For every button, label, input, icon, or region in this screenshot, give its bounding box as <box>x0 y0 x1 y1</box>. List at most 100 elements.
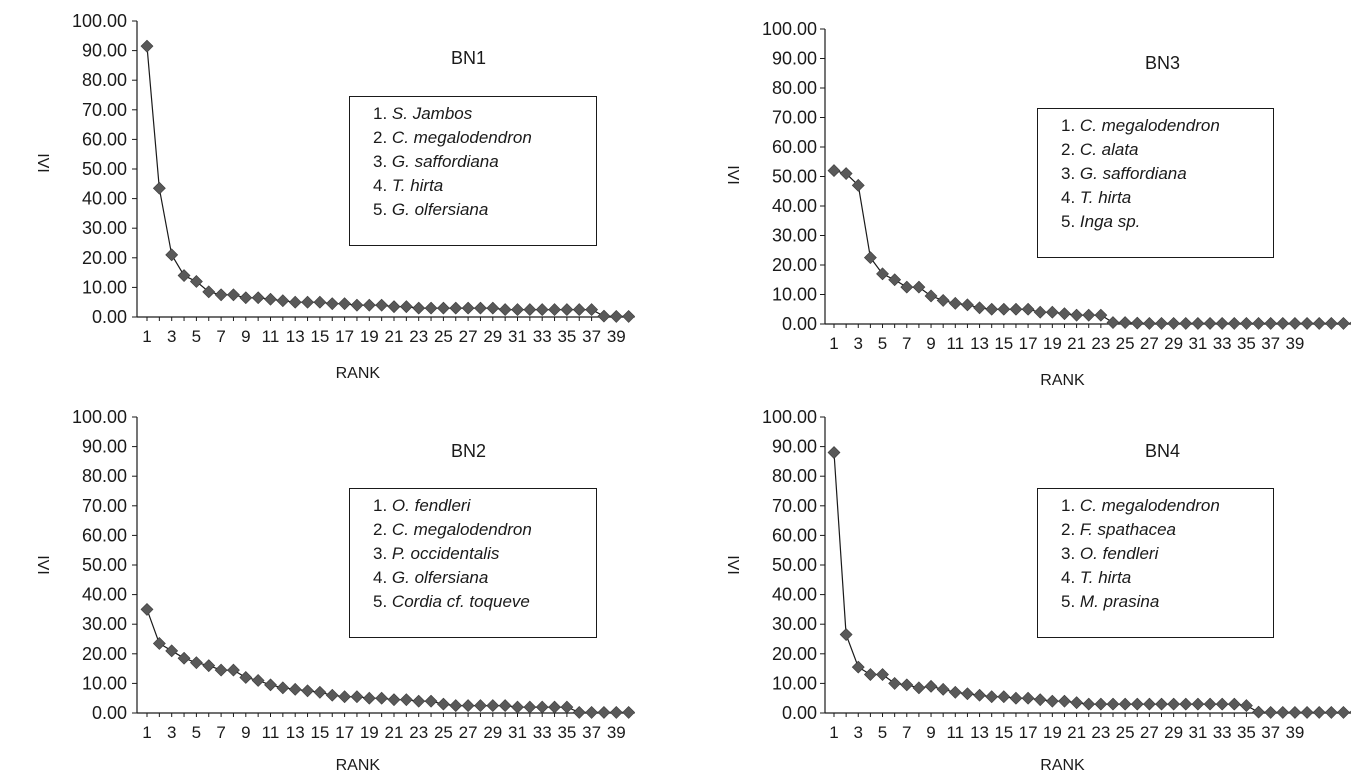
data-point <box>1312 316 1326 330</box>
data-point <box>276 681 290 695</box>
data-point <box>399 300 413 314</box>
x-tick-label: 23 <box>409 327 428 346</box>
data-point <box>1009 691 1023 705</box>
data-point <box>888 273 902 287</box>
x-tick-label: 35 <box>557 723 576 742</box>
x-tick-label: 13 <box>970 334 989 353</box>
legend-item: 4. T. hirta <box>1061 188 1132 207</box>
data-point <box>1106 316 1120 329</box>
data-point <box>1118 316 1132 329</box>
data-point <box>1021 691 1035 705</box>
x-tick-label: 35 <box>1237 723 1256 742</box>
x-tick-label: 27 <box>1140 334 1159 353</box>
x-tick-label: 13 <box>286 723 305 742</box>
y-tick-label: 50.00 <box>82 555 127 575</box>
x-tick-label: 17 <box>1019 334 1038 353</box>
x-tick-label: 13 <box>970 723 989 742</box>
data-point <box>165 644 179 658</box>
x-tick-label: 3 <box>854 723 863 742</box>
data-point <box>1009 302 1023 316</box>
data-point <box>511 700 524 714</box>
data-point <box>1045 694 1059 708</box>
data-point <box>301 684 314 698</box>
data-point <box>900 280 914 294</box>
x-tick-label: 3 <box>854 334 863 353</box>
data-point <box>1337 705 1350 719</box>
data-point <box>350 298 364 312</box>
data-point <box>1167 697 1181 711</box>
data-point <box>1094 308 1108 322</box>
legend-item: 2. C. megalodendron <box>373 128 532 147</box>
y-tick-label: 50.00 <box>82 159 127 179</box>
y-tick-label: 80.00 <box>772 466 817 486</box>
data-point <box>486 699 500 713</box>
data-point <box>1191 697 1205 711</box>
data-point <box>1033 305 1047 319</box>
legend-item: 3. G. saffordiana <box>373 152 499 171</box>
y-axis-label: IVI <box>34 555 51 575</box>
y-tick-label: 10.00 <box>82 277 127 297</box>
data-point <box>572 705 586 719</box>
x-tick-label: 7 <box>216 723 225 742</box>
y-tick-label: 100.00 <box>762 407 817 427</box>
data-point <box>498 303 512 317</box>
x-tick-label: 31 <box>1188 334 1207 353</box>
panel-title-bn2: BN2 <box>451 441 487 461</box>
data-point <box>288 295 302 309</box>
data-point <box>424 694 438 708</box>
data-point <box>597 309 611 323</box>
data-point <box>560 700 574 714</box>
data-point <box>948 685 962 699</box>
data-point <box>202 285 216 299</box>
x-tick-label: 31 <box>1188 723 1207 742</box>
data-point <box>1191 316 1205 330</box>
data-point <box>202 659 216 673</box>
x-tick-label: 9 <box>241 327 250 346</box>
data-point <box>152 637 166 650</box>
data-point <box>424 301 438 315</box>
data-point <box>1167 316 1181 330</box>
x-tick-label: 33 <box>533 723 552 742</box>
data-point <box>325 297 339 311</box>
data-point <box>1300 316 1314 330</box>
x-tick-label: 23 <box>1091 723 1110 742</box>
data-point <box>152 181 166 195</box>
x-tick-label: 37 <box>582 327 601 346</box>
data-point <box>1264 316 1278 330</box>
data-point <box>609 705 623 719</box>
x-tick-label: 27 <box>459 723 478 742</box>
data-point <box>1033 693 1047 707</box>
x-axis-label: RANK <box>336 757 381 774</box>
y-tick-label: 0.00 <box>92 307 127 327</box>
data-point <box>585 705 599 719</box>
data-point <box>1264 705 1278 719</box>
data-point <box>1142 316 1156 330</box>
data-point <box>1142 697 1156 711</box>
x-tick-label: 5 <box>878 334 887 353</box>
data-point <box>535 303 549 317</box>
x-tick-label: 31 <box>508 723 527 742</box>
y-tick-label: 0.00 <box>782 314 817 334</box>
data-point <box>227 288 240 302</box>
data-point <box>1239 316 1253 330</box>
x-tick-label: 17 <box>335 327 354 346</box>
data-point <box>961 298 974 312</box>
x-tick-label: 11 <box>262 327 280 346</box>
x-tick-label: 23 <box>409 723 428 742</box>
data-point <box>827 446 841 459</box>
data-point <box>461 699 475 713</box>
y-tick-label: 70.00 <box>772 108 817 128</box>
x-tick-label: 1 <box>142 723 151 742</box>
x-tick-label: 37 <box>1261 334 1280 353</box>
data-point <box>1203 697 1217 711</box>
data-point <box>387 693 401 707</box>
x-tick-label: 21 <box>385 327 404 346</box>
y-tick-label: 60.00 <box>82 525 127 545</box>
x-tick-label: 21 <box>1067 723 1086 742</box>
panel-title-bn4: BN4 <box>1145 441 1181 461</box>
data-point <box>1070 308 1084 322</box>
y-tick-label: 40.00 <box>772 585 817 605</box>
data-point <box>1215 697 1229 711</box>
y-tick-label: 100.00 <box>762 19 817 39</box>
legend-item: 3. O. fendleri <box>1061 544 1159 563</box>
